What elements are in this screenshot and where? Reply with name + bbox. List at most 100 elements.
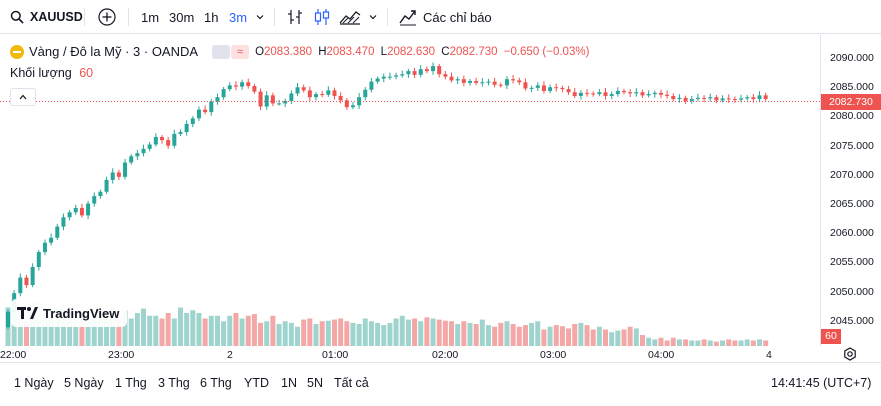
volume-bar [529, 322, 535, 346]
candle-body [387, 76, 392, 78]
range-all[interactable]: Tất cả [334, 376, 369, 390]
range-5-years[interactable]: 5N [307, 376, 323, 390]
bar-style-button[interactable] [285, 0, 305, 34]
candle-body [480, 82, 485, 84]
candle-body [375, 78, 380, 82]
ohlc-values: O2083.380 H2083.470 L2082.630 C2082.730 … [255, 45, 590, 58]
volume-bar [418, 321, 424, 346]
candle-body [258, 91, 263, 107]
candle-body [147, 144, 152, 149]
volume-bar [436, 319, 442, 346]
candle-body [554, 87, 559, 89]
divider [387, 8, 388, 26]
interval-3m-active[interactable]: 3m [229, 9, 248, 25]
compare-button[interactable] [97, 0, 117, 34]
candle-body [739, 98, 744, 100]
candle-body [129, 156, 134, 163]
price-tick: 2045.000 [830, 315, 874, 327]
candle-body [301, 87, 306, 91]
volume-bar [584, 325, 590, 346]
volume-bar [707, 340, 713, 346]
candle-body [307, 90, 312, 98]
candle-body [92, 196, 97, 204]
indicators-button[interactable]: Các chỉ báo [399, 0, 492, 34]
volume-bar [664, 340, 670, 346]
range-3-months[interactable]: 3 Thg [158, 376, 190, 390]
candle-body [511, 79, 516, 81]
range-6-months[interactable]: 6 Thg [200, 376, 232, 390]
volume-bar [122, 310, 128, 346]
candle-body [326, 90, 331, 95]
candle-body [504, 79, 509, 86]
approx-badge: ≈ [231, 44, 250, 59]
collapse-legend-button[interactable] [10, 88, 36, 106]
candle-body [468, 81, 472, 83]
candle-body [6, 311, 10, 328]
chart-style-dropdown[interactable] [368, 0, 378, 34]
volume-bar [504, 321, 510, 346]
candle-body [166, 140, 171, 146]
price-tick: 2085.000 [830, 81, 874, 93]
range-5-days[interactable]: 5 Ngày [64, 376, 104, 390]
interval-1h[interactable]: 1h [204, 9, 219, 25]
chart-pane[interactable] [0, 35, 820, 346]
volume-bar [301, 319, 307, 346]
candle-body [628, 92, 633, 94]
candle-body [73, 207, 78, 213]
volume-bar [23, 321, 29, 346]
volume-bar [621, 329, 627, 346]
last-price-label: 2082.730 [821, 94, 881, 110]
volume-bar [652, 339, 658, 346]
candle-body [289, 93, 294, 101]
volume-bar [295, 326, 301, 346]
volume-bar [639, 335, 645, 346]
volume-value: 60 [79, 66, 94, 80]
candle-body [726, 98, 731, 100]
price-axis[interactable]: 2090.000 2085.000 2080.000 2075.000 2070… [820, 35, 881, 346]
candle-body [394, 75, 399, 77]
area-style-button[interactable] [338, 0, 362, 34]
volume-bar [356, 324, 362, 346]
range-1-year[interactable]: 1N [281, 376, 297, 390]
range-1-day[interactable]: 1 Ngày [14, 376, 54, 390]
volume-bar [147, 315, 153, 346]
volume-bar [658, 337, 664, 346]
interval-30m[interactable]: 30m [169, 9, 195, 25]
tradingview-logo[interactable]: TradingView [11, 299, 127, 327]
volume-bar [128, 318, 134, 346]
volume-bar [233, 313, 239, 346]
candles-style-button[interactable] [312, 0, 332, 34]
volume-bar [578, 322, 584, 346]
settings-button[interactable] [843, 347, 857, 361]
candle-body [344, 100, 349, 108]
search-icon [10, 10, 24, 24]
volume-bar [442, 320, 448, 346]
gold-symbol-icon [10, 44, 24, 59]
volume-bar [387, 322, 393, 346]
clock-timezone[interactable]: 14:41:45 (UTC+7) [771, 376, 872, 390]
volume-bar [79, 313, 85, 346]
candle-body [665, 94, 670, 96]
candle-body [560, 87, 565, 90]
volume-bar [590, 329, 596, 346]
candle-body [363, 89, 368, 98]
interval-1m[interactable]: 1m [141, 9, 160, 25]
candle-body [24, 277, 29, 286]
interval-dropdown[interactable] [255, 0, 265, 34]
volume-bar [375, 322, 381, 346]
candle-body [708, 97, 713, 99]
volume-bar [763, 340, 769, 346]
candle-body [671, 95, 676, 100]
range-1-month[interactable]: 1 Thg [115, 376, 147, 390]
candle-body [184, 123, 189, 133]
candle-body [110, 172, 115, 180]
volume-bar [485, 325, 491, 346]
series-legend: Vàng / Đô la Mỹ · 3 · OANDA ≈ O2083.380 … [10, 44, 589, 59]
candle-body [585, 92, 590, 94]
price-tick: 2090.000 [830, 52, 874, 64]
candle-body [283, 100, 288, 104]
volume-bar [153, 315, 159, 346]
range-ytd[interactable]: YTD [244, 376, 269, 390]
symbol-search[interactable]: XAUUSD [10, 0, 83, 34]
candle-body [400, 74, 405, 76]
